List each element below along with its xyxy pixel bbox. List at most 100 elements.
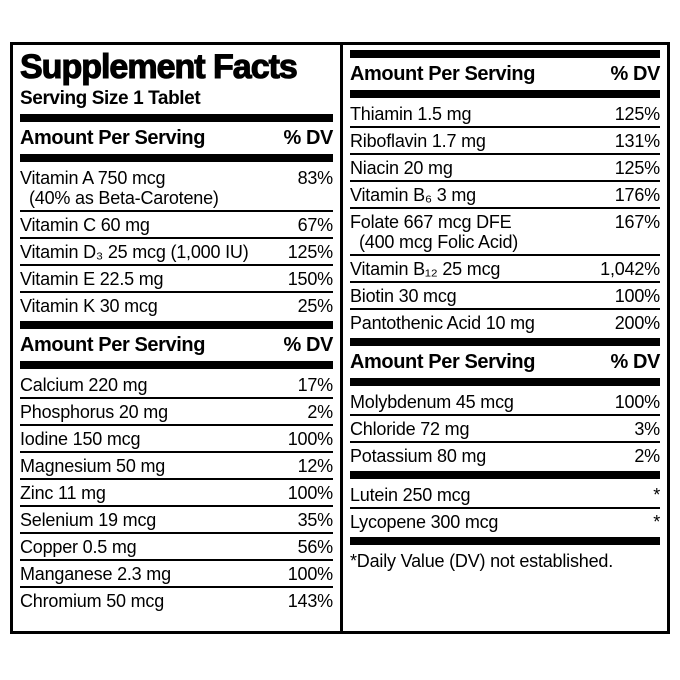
nutrient-name-text: Manganese 2.3 mg bbox=[20, 564, 171, 584]
nutrient-dv-value: * bbox=[653, 512, 660, 532]
nutrient-name: Vitamin C 60 mg bbox=[20, 215, 298, 235]
serving-size: Serving Size 1 Tablet bbox=[20, 88, 201, 109]
nutrient-row: Manganese 2.3 mg 100% bbox=[20, 559, 333, 586]
nutrient-section: Amount Per Serving % DV Thiamin 1.5 mg 125%… bbox=[350, 50, 660, 335]
nutrient-row: Niacin 20 mg 125% bbox=[350, 153, 660, 180]
left-sections-container: Amount Per Serving % DV Vitamin A 750 mcg(… bbox=[20, 114, 333, 613]
nutrient-name: Vitamin E 22.5 mg bbox=[20, 269, 288, 289]
column-divider-rule bbox=[340, 45, 343, 631]
nutrient-name-text: Pantothenic Acid 10 mg bbox=[350, 313, 535, 333]
nutrient-dv-value: 167% bbox=[614, 212, 660, 232]
footnote-divider-bar bbox=[350, 537, 660, 545]
nutrient-name-text: Vitamin B₁₂ 25 mcg bbox=[350, 259, 501, 279]
nutrient-name: Riboflavin 1.7 mg bbox=[350, 131, 615, 151]
section-header-dv-label: % DV bbox=[283, 127, 333, 149]
nutrient-name: Lycopene 300 mcg bbox=[350, 512, 653, 532]
nutrient-name: Niacin 20 mg bbox=[350, 158, 615, 178]
section-header-underline-bar bbox=[20, 154, 333, 162]
section-header-amount-label: Amount Per Serving bbox=[20, 334, 206, 356]
nutrient-dv-value: 125% bbox=[287, 242, 333, 262]
nutrient-row: Potassium 80 mg 2% bbox=[350, 441, 660, 468]
nutrient-row: Selenium 19 mcg 35% bbox=[20, 505, 333, 532]
nutrient-row: Zinc 11 mg 100% bbox=[20, 478, 333, 505]
nutrient-name-text: Niacin 20 mg bbox=[350, 158, 453, 178]
nutrient-name-text: Chloride 72 mg bbox=[350, 419, 470, 439]
nutrient-name: Copper 0.5 mg bbox=[20, 537, 298, 557]
nutrient-dv-value: 56% bbox=[297, 537, 334, 557]
label-title: Supplement Facts bbox=[19, 48, 298, 86]
section-divider-bar bbox=[350, 338, 660, 346]
nutrient-name-text: Vitamin E 22.5 mg bbox=[20, 269, 164, 289]
section-header-underline-bar bbox=[350, 378, 660, 386]
section-header-dv-label: % DV bbox=[610, 351, 660, 373]
nutrient-name-text: Chromium 50 mcg bbox=[20, 591, 165, 611]
label-border-box: Supplement Facts Serving Size 1 Tablet A… bbox=[10, 42, 670, 634]
nutrient-name-text: Selenium 19 mcg bbox=[20, 510, 157, 530]
nutrient-row: Vitamin K 30 mcg 25% bbox=[20, 291, 333, 318]
nutrient-name-text: Zinc 11 mg bbox=[20, 483, 106, 503]
left-column: Supplement Facts Serving Size 1 Tablet A… bbox=[13, 45, 340, 631]
nutrient-row: Vitamin D₃ 25 mcg (1,000 IU) 125% bbox=[20, 237, 333, 264]
nutrient-name-text: Riboflavin 1.7 mg bbox=[350, 131, 486, 151]
nutrient-name: Calcium 220 mg bbox=[20, 375, 298, 395]
nutrient-name-text: Folate 667 mcg DFE bbox=[350, 212, 512, 232]
nutrient-row: Folate 667 mcg DFE (400 mcg Folic Acid) 16… bbox=[350, 207, 660, 254]
nutrient-name-text: Magnesium 50 mg bbox=[20, 456, 166, 476]
nutrient-dv-value: 100% bbox=[287, 564, 333, 584]
nutrient-name: Chloride 72 mg bbox=[350, 419, 634, 439]
nutrient-dv-value: 125% bbox=[614, 158, 660, 178]
nutrient-dv-value: 143% bbox=[287, 591, 333, 611]
section-header-underline-bar bbox=[20, 361, 333, 369]
nutrient-name: Molybdenum 45 mcg bbox=[350, 392, 615, 412]
section-header: Amount Per Serving % DV bbox=[20, 125, 333, 151]
nutrient-section: Lutein 250 mcg * Lycopene 300 mcg * bbox=[350, 471, 660, 534]
nutrient-name: Magnesium 50 mg bbox=[20, 456, 298, 476]
nutrient-name: Potassium 80 mg bbox=[350, 446, 634, 466]
nutrient-name-text: Thiamin 1.5 mg bbox=[350, 104, 472, 124]
nutrient-name: Vitamin B₆ 3 mg bbox=[350, 185, 615, 205]
nutrient-name-text: Lutein 250 mcg bbox=[350, 485, 471, 505]
nutrient-name-text: Vitamin A 750 mcg bbox=[20, 168, 166, 188]
section-header-dv-label: % DV bbox=[610, 63, 660, 85]
nutrient-row: Thiamin 1.5 mg 125% bbox=[350, 101, 660, 126]
nutrient-dv-value: 2% bbox=[634, 446, 660, 466]
nutrient-name: Iodine 150 mcg bbox=[20, 429, 288, 449]
right-column: Amount Per Serving % DV Thiamin 1.5 mg 125%… bbox=[343, 45, 667, 631]
nutrient-section: Amount Per Serving % DV Calcium 220 mg 17% P… bbox=[20, 321, 333, 613]
nutrient-dv-value: * bbox=[653, 485, 660, 505]
nutrient-dv-value: 131% bbox=[614, 131, 660, 151]
nutrient-row: Chloride 72 mg 3% bbox=[350, 414, 660, 441]
nutrient-name-text: Phosphorus 20 mg bbox=[20, 402, 168, 422]
nutrient-row: Biotin 30 mcg 100% bbox=[350, 281, 660, 308]
nutrient-row: Copper 0.5 mg 56% bbox=[20, 532, 333, 559]
nutrient-name-text: Vitamin D₃ 25 mcg (1,000 IU) bbox=[20, 242, 249, 262]
nutrient-dv-value: 100% bbox=[287, 483, 333, 503]
nutrient-row: Iodine 150 mcg 100% bbox=[20, 424, 333, 451]
nutrient-name: Biotin 30 mcg bbox=[350, 286, 615, 306]
nutrient-dv-value: 2% bbox=[307, 402, 333, 422]
nutrient-section: Amount Per Serving % DV Molybdenum 45 mcg 1… bbox=[350, 338, 660, 468]
section-header: Amount Per Serving % DV bbox=[350, 349, 660, 375]
nutrient-row: Vitamin C 60 mg 67% bbox=[20, 210, 333, 237]
nutrient-section: Amount Per Serving % DV Vitamin A 750 mcg(… bbox=[20, 114, 333, 318]
nutrient-name: Selenium 19 mcg bbox=[20, 510, 298, 530]
nutrient-name: Lutein 250 mcg bbox=[350, 485, 653, 505]
nutrient-name-text: Molybdenum 45 mcg bbox=[350, 392, 514, 412]
nutrient-dv-value: 3% bbox=[634, 419, 660, 439]
nutrient-dv-value: 17% bbox=[297, 375, 334, 395]
section-header: Amount Per Serving % DV bbox=[350, 61, 660, 87]
nutrient-dv-value: 1,042% bbox=[600, 259, 660, 279]
nutrient-row: Vitamin A 750 mcg (40% as Beta-Carotene) 8… bbox=[20, 165, 333, 210]
nutrient-dv-value: 100% bbox=[287, 429, 333, 449]
nutrient-row: Magnesium 50 mg 12% bbox=[20, 451, 333, 478]
nutrient-name: Phosphorus 20 mg bbox=[20, 402, 307, 422]
section-header-dv-label: % DV bbox=[283, 334, 333, 356]
nutrient-name: Vitamin B₁₂ 25 mcg bbox=[350, 259, 600, 279]
nutrient-name: Vitamin A 750 mcg (40% as Beta-Carotene) bbox=[20, 168, 298, 208]
nutrient-name-subtext: (40% as Beta-Carotene) bbox=[29, 188, 219, 208]
nutrient-row: Riboflavin 1.7 mg 131% bbox=[350, 126, 660, 153]
nutrient-name-subtext: (400 mcg Folic Acid) bbox=[359, 232, 519, 252]
nutrient-row: Lutein 250 mcg * bbox=[350, 482, 660, 507]
nutrient-name-text: Vitamin C 60 mg bbox=[20, 215, 150, 235]
